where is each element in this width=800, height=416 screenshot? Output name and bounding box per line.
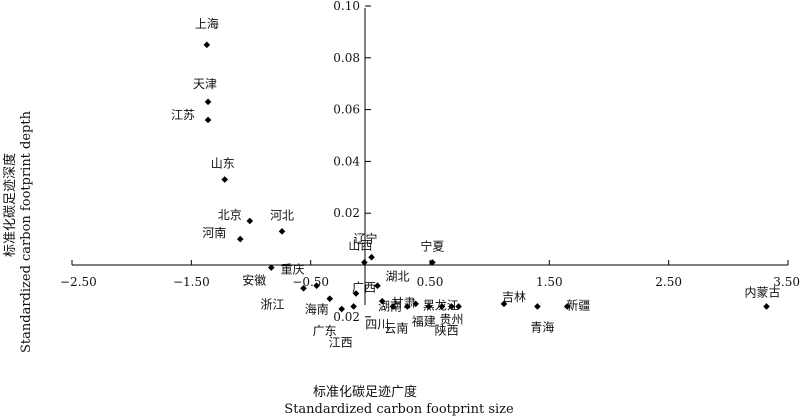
data-point-label: 河北 (270, 208, 294, 222)
data-point-label: 河南 (202, 225, 226, 240)
data-point-label: 宁夏 (420, 238, 444, 253)
x-ticks: −2.50 −1.50 −0.50 0.50 1.50 2.50 3.50 (60, 260, 800, 289)
data-point (425, 303, 433, 310)
data-point (204, 98, 212, 106)
data-point (204, 116, 212, 124)
data-point-label: 广西 (352, 280, 376, 294)
data-point (300, 285, 307, 292)
y-ticks: 0.02 0.04 0.06 0.08 0.10 0.02 (333, 0, 371, 324)
y-tick-label: 0.02 (333, 206, 360, 220)
data-point (350, 303, 357, 310)
y-tick-label: 0.08 (333, 51, 360, 65)
data-point (278, 228, 286, 235)
data-point (326, 295, 334, 302)
data-point-label: 北京 (218, 208, 242, 222)
data-point (500, 300, 508, 308)
data-point-label: 云南 (384, 320, 408, 335)
data-point-label: 山西 (348, 238, 372, 252)
x-tick-label: 1.50 (536, 275, 563, 289)
y-tick-label: 0.10 (333, 0, 360, 13)
data-point (352, 290, 360, 297)
data-point-label: 甘肃 (392, 296, 416, 310)
data-point-label: 湖北 (385, 269, 409, 284)
data-point (404, 303, 411, 310)
data-point (236, 235, 244, 243)
data-point-label: 上海 (195, 16, 219, 31)
data-point-label: 贵州 (439, 312, 463, 326)
data-point (313, 282, 320, 290)
data-point (246, 217, 254, 225)
data-point (389, 303, 397, 310)
data-point-label: 福建 (412, 313, 436, 328)
data-points (203, 41, 770, 313)
x-tick-label: 2.50 (655, 275, 682, 289)
y-tick-label: 0.04 (333, 154, 360, 168)
x-tick-label: −0.50 (292, 275, 329, 289)
data-point-label: 四川 (365, 317, 389, 331)
data-point (438, 303, 446, 310)
data-point (374, 282, 381, 290)
data-point-label: 辽宁 (354, 231, 378, 246)
data-point-label: 山东 (211, 157, 235, 171)
data-point-label: 江苏 (171, 108, 195, 122)
x-tick-label: −2.50 (60, 275, 97, 289)
data-point-label: 广东 (313, 324, 337, 338)
x-tick-label: 0.50 (417, 275, 444, 289)
x-axis-title-en: Standardized carbon footprint size (284, 402, 514, 416)
data-point (563, 303, 571, 310)
data-point-label: 吉林 (502, 290, 526, 304)
data-point (221, 176, 229, 183)
data-point-label: 安徽 (242, 273, 266, 288)
x-tick-label: 3.50 (773, 275, 800, 289)
data-point (448, 303, 455, 310)
data-point-label: 浙江 (260, 297, 284, 311)
data-point-label: 黑龙江 (423, 298, 459, 312)
data-point-label: 海南 (305, 302, 329, 317)
data-point (763, 303, 770, 310)
data-point (338, 305, 345, 313)
data-point (534, 303, 541, 310)
data-point (455, 303, 462, 310)
data-point (361, 259, 368, 266)
data-point (203, 41, 211, 49)
data-point-label: 天津 (193, 77, 217, 91)
data-point (412, 300, 419, 308)
data-point-label: 新疆 (566, 297, 590, 312)
x-tick-label: −1.50 (173, 275, 210, 289)
x-axis-title-cn: 标准化碳足迹广度 (313, 384, 417, 400)
y-axis-title-en: Standardized carbon footprint depth (19, 110, 34, 353)
data-point-label: 陕西 (435, 322, 459, 337)
data-point-label: 重庆 (281, 263, 305, 277)
data-point-label: 青海 (530, 319, 554, 334)
data-point-label: 江西 (329, 335, 353, 349)
data-point-label: 湖南 (378, 298, 402, 313)
data-point (378, 297, 386, 305)
data-point (368, 253, 375, 261)
y-tick-label: 0.06 (333, 103, 360, 117)
data-point (267, 264, 275, 271)
data-point (429, 259, 436, 266)
y-axis-title-cn: 标准化碳足迹深度 (2, 153, 18, 257)
data-point-label: 内蒙古 (745, 284, 781, 299)
y-tick-label: 0.02 (333, 310, 360, 324)
